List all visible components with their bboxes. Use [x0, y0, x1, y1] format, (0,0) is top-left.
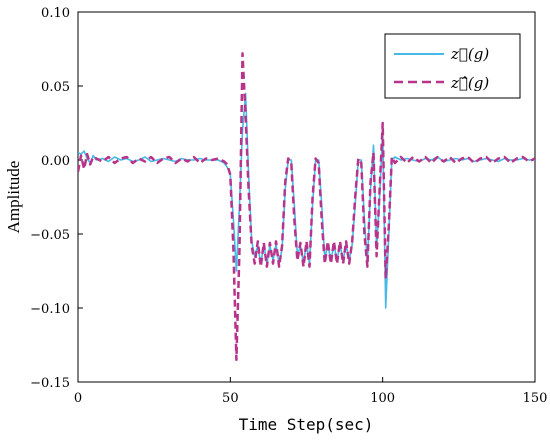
y-tick-label: −0.10: [30, 302, 70, 317]
x-tick-label: 50: [222, 391, 239, 406]
legend-box: [384, 33, 521, 99]
axis-ticks: 0 50 100 150 0.10 0.05 0.00 −0.05 −0.10 −0.15: [30, 6, 547, 406]
x-tick-label: 0: [74, 391, 82, 406]
y-tick-label: −0.15: [30, 376, 70, 391]
y-tick-label: −0.05: [30, 228, 70, 243]
series-line-z: [78, 92, 535, 309]
x-tick-label: 150: [523, 391, 548, 406]
y-tick-label: 0.10: [41, 6, 70, 21]
series-line-zhat: [78, 52, 535, 362]
legend: z⃗(g) z⃗̂(g): [384, 33, 521, 99]
y-tick-label: 0.05: [41, 80, 70, 95]
y-tick-label: 0.00: [41, 154, 70, 169]
x-axis-title: Time Step(sec): [239, 415, 374, 434]
series-lines: [78, 52, 535, 362]
legend-label-z: z⃗(g): [450, 45, 489, 63]
plot-frame: [77, 11, 536, 383]
x-tick-label: 100: [370, 391, 395, 406]
y-axis-title: Amplitude: [4, 161, 23, 234]
legend-label-zhat: z⃗̂(g): [450, 74, 489, 92]
